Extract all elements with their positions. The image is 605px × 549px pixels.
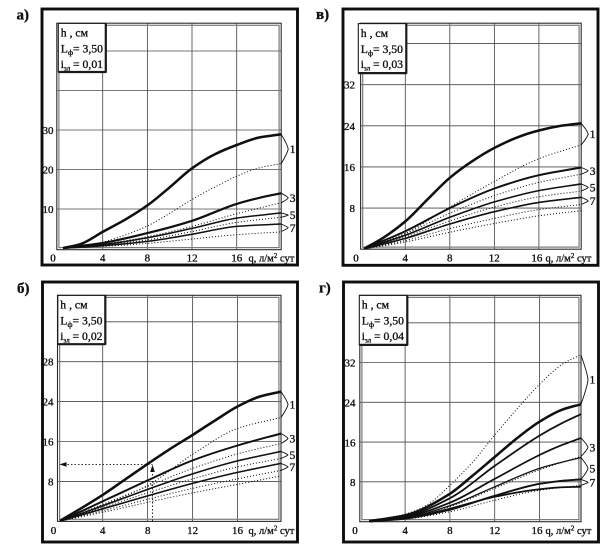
svg-text:q, л/м2 сут: q, л/м2 сут (546, 252, 592, 265)
svg-text:1: 1 (290, 144, 296, 156)
svg-text:q, л/м2 сут: q, л/м2 сут (249, 252, 295, 265)
svg-text:7: 7 (290, 223, 296, 235)
svg-text:5: 5 (590, 463, 596, 475)
svg-text:4: 4 (403, 253, 409, 265)
svg-text:5: 5 (290, 210, 296, 222)
svg-text:1: 1 (590, 375, 596, 387)
svg-text:16: 16 (43, 437, 55, 449)
svg-text:24: 24 (344, 121, 356, 133)
svg-text:0: 0 (352, 525, 358, 537)
svg-text:24: 24 (345, 398, 357, 410)
svg-text:16: 16 (231, 253, 243, 265)
svg-text:16: 16 (232, 525, 244, 537)
svg-text:0: 0 (50, 253, 56, 265)
svg-text:iзл = 0,03: iзл = 0,03 (361, 58, 403, 73)
svg-text:q, л/м2 сут: q, л/м2 сут (546, 525, 592, 538)
svg-text:3: 3 (590, 442, 596, 454)
svg-text:iзл = 0,04: iзл = 0,04 (362, 330, 404, 345)
svg-text:б): б) (17, 281, 30, 297)
svg-text:7: 7 (590, 477, 596, 489)
svg-text:8: 8 (48, 476, 54, 488)
svg-text:4: 4 (100, 253, 106, 265)
svg-text:7: 7 (290, 462, 296, 474)
svg-text:1: 1 (290, 400, 296, 412)
svg-text:24: 24 (43, 397, 55, 409)
svg-text:12: 12 (187, 253, 198, 265)
svg-text:16: 16 (344, 162, 356, 174)
svg-text:20: 20 (43, 165, 55, 177)
svg-text:28: 28 (43, 357, 55, 369)
svg-text:Lф= 3,50: Lф= 3,50 (361, 43, 403, 58)
svg-text:h , см: h , см (362, 299, 390, 312)
svg-text:Lф= 3,50: Lф= 3,50 (362, 315, 404, 330)
svg-text:12: 12 (489, 253, 500, 265)
svg-text:3: 3 (290, 434, 296, 446)
svg-text:8: 8 (447, 525, 453, 537)
svg-text:1: 1 (590, 129, 596, 141)
svg-text:0: 0 (353, 253, 359, 265)
svg-text:32: 32 (345, 358, 356, 370)
svg-text:h , см: h , см (61, 27, 89, 40)
svg-text:16: 16 (531, 253, 543, 265)
svg-text:8: 8 (145, 525, 151, 537)
svg-text:8: 8 (447, 253, 453, 265)
svg-text:8: 8 (145, 253, 151, 265)
svg-text:32: 32 (344, 80, 355, 92)
svg-text:4: 4 (100, 525, 106, 537)
svg-text:в): в) (316, 7, 329, 23)
svg-text:а): а) (17, 8, 30, 24)
svg-text:h , см: h , см (361, 27, 389, 40)
svg-text:5: 5 (290, 450, 296, 462)
svg-text:г): г) (319, 281, 331, 297)
svg-text:q, л/м2 сут: q, л/м2 сут (249, 525, 295, 538)
svg-text:Lф= 3,50: Lф= 3,50 (61, 43, 103, 58)
svg-text:3: 3 (290, 193, 296, 205)
svg-text:h , см: h , см (60, 299, 88, 312)
svg-text:16: 16 (345, 437, 357, 449)
svg-text:Lф= 3,50: Lф= 3,50 (60, 315, 102, 330)
svg-text:3: 3 (590, 166, 596, 178)
svg-text:8: 8 (350, 203, 356, 215)
svg-text:0: 0 (51, 525, 57, 537)
svg-text:iзл = 0,02: iзл = 0,02 (60, 330, 102, 345)
svg-text:30: 30 (43, 125, 55, 137)
svg-text:iзл = 0,01: iзл = 0,01 (61, 58, 103, 73)
svg-text:16: 16 (532, 525, 544, 537)
svg-text:5: 5 (590, 183, 596, 195)
svg-text:7: 7 (590, 196, 596, 208)
svg-text:8: 8 (350, 477, 356, 489)
svg-text:12: 12 (489, 525, 500, 537)
svg-text:12: 12 (187, 525, 198, 537)
svg-text:4: 4 (402, 525, 408, 537)
svg-text:10: 10 (43, 204, 55, 216)
